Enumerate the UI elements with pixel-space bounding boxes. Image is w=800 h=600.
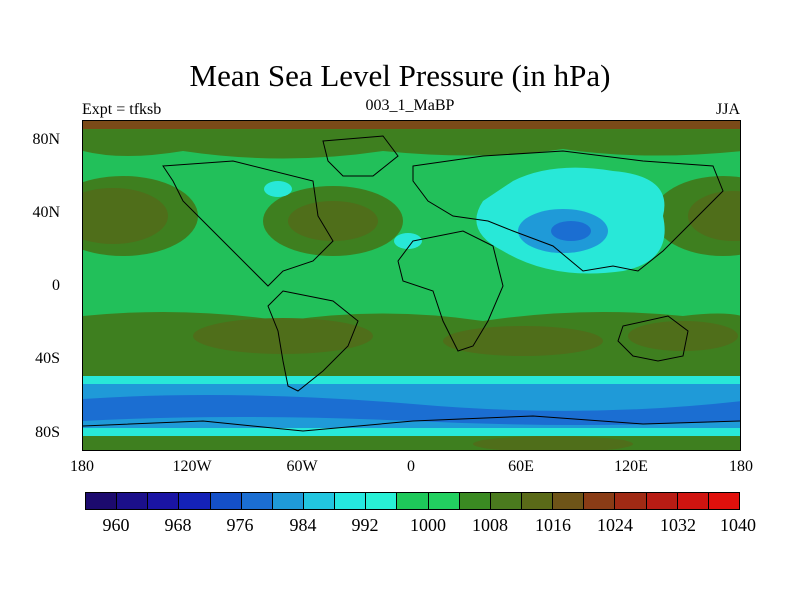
- pacific-high-west-core: [83, 188, 168, 244]
- lat-label-80n: 80N: [32, 131, 60, 148]
- south-high-core-1: [193, 318, 373, 354]
- colorbar-label: 1016: [535, 515, 571, 535]
- eurasia-coast: [412, 150, 724, 272]
- case-label: 003_1_MaBP: [365, 97, 455, 114]
- colorbar-box-3: [179, 493, 211, 509]
- colorbar-box-9: [366, 493, 398, 509]
- pressure-map: [82, 120, 741, 451]
- coastlines: [83, 135, 740, 432]
- pacific-high-east-core: [688, 191, 740, 241]
- colorbar-box-7: [303, 493, 336, 509]
- colorbar-label: 960: [102, 515, 130, 535]
- colorbar-box-15: [553, 493, 585, 509]
- north-america-coast: [162, 160, 334, 287]
- colorbar-box-16: [584, 493, 616, 509]
- antarctic-core: [473, 436, 633, 450]
- antarctic-band: [83, 436, 740, 450]
- atlantic-high-core: [288, 201, 378, 241]
- colorbar-box-5: [241, 493, 273, 509]
- colorbar-box-2: [148, 493, 180, 509]
- experiment-label: Expt = tfksb: [82, 101, 162, 118]
- antarctica-coast: [83, 415, 740, 432]
- australia-coast: [617, 315, 689, 362]
- north-pole-band: [83, 121, 740, 129]
- colorbar-label: 984: [289, 515, 317, 535]
- colorbar-box-17: [615, 493, 647, 509]
- asian-low-core: [551, 221, 591, 241]
- lat-label-80s: 80S: [35, 424, 60, 441]
- colorbar-box-1: [117, 493, 149, 509]
- lon-label-180e: 180: [729, 458, 753, 475]
- colorbar-label: 976: [226, 515, 254, 535]
- colorbar-label: 1008: [472, 515, 508, 535]
- south-high-core-2: [443, 326, 603, 356]
- colorbar-label: 968: [164, 515, 192, 535]
- colorbar-box-13: [490, 493, 522, 509]
- colorbar-label: 1040: [720, 515, 756, 535]
- colorbar-box-10: [397, 493, 429, 509]
- arctic-high-region: [83, 121, 740, 159]
- so-band-core: [83, 395, 740, 425]
- lat-label-40s: 40S: [35, 350, 60, 367]
- saharan-low: [394, 233, 422, 249]
- lon-label-120w: 120W: [172, 458, 212, 475]
- greenland-coast: [322, 135, 399, 177]
- south-america-coast: [267, 290, 359, 392]
- colorbar-box-4: [210, 493, 242, 509]
- plot-title: Mean Sea Level Pressure (in hPa): [189, 58, 611, 93]
- colorbar-box-19: [677, 493, 709, 509]
- na-low: [264, 181, 292, 197]
- africa-coast: [397, 230, 504, 352]
- colorbar-box-14: [521, 493, 554, 509]
- lon-label-0: 0: [407, 458, 415, 475]
- colorbar-box-18: [646, 493, 678, 509]
- colorbar: [85, 492, 740, 510]
- colorbar-box-12: [459, 493, 491, 509]
- colorbar-label: 1024: [597, 515, 633, 535]
- colorbar-box-11: [428, 493, 460, 509]
- colorbar-box-8: [335, 493, 367, 509]
- lon-label-60e: 60E: [508, 458, 534, 475]
- lat-label-eq: 0: [52, 277, 60, 294]
- colorbar-label: 992: [351, 515, 379, 535]
- lat-label-40n: 40N: [32, 204, 60, 221]
- colorbar-box-0: [86, 493, 118, 509]
- colorbar-label: 1000: [410, 515, 446, 535]
- south-high-core-3: [628, 321, 738, 351]
- lon-label-180w: 180: [70, 458, 94, 475]
- colorbar-label: 1032: [660, 515, 696, 535]
- lon-label-60w: 60W: [286, 458, 318, 475]
- colorbar-box-20: [708, 493, 739, 509]
- lon-label-120e: 120E: [614, 458, 648, 475]
- colorbar-box-6: [272, 493, 304, 509]
- season-label: JJA: [715, 101, 740, 118]
